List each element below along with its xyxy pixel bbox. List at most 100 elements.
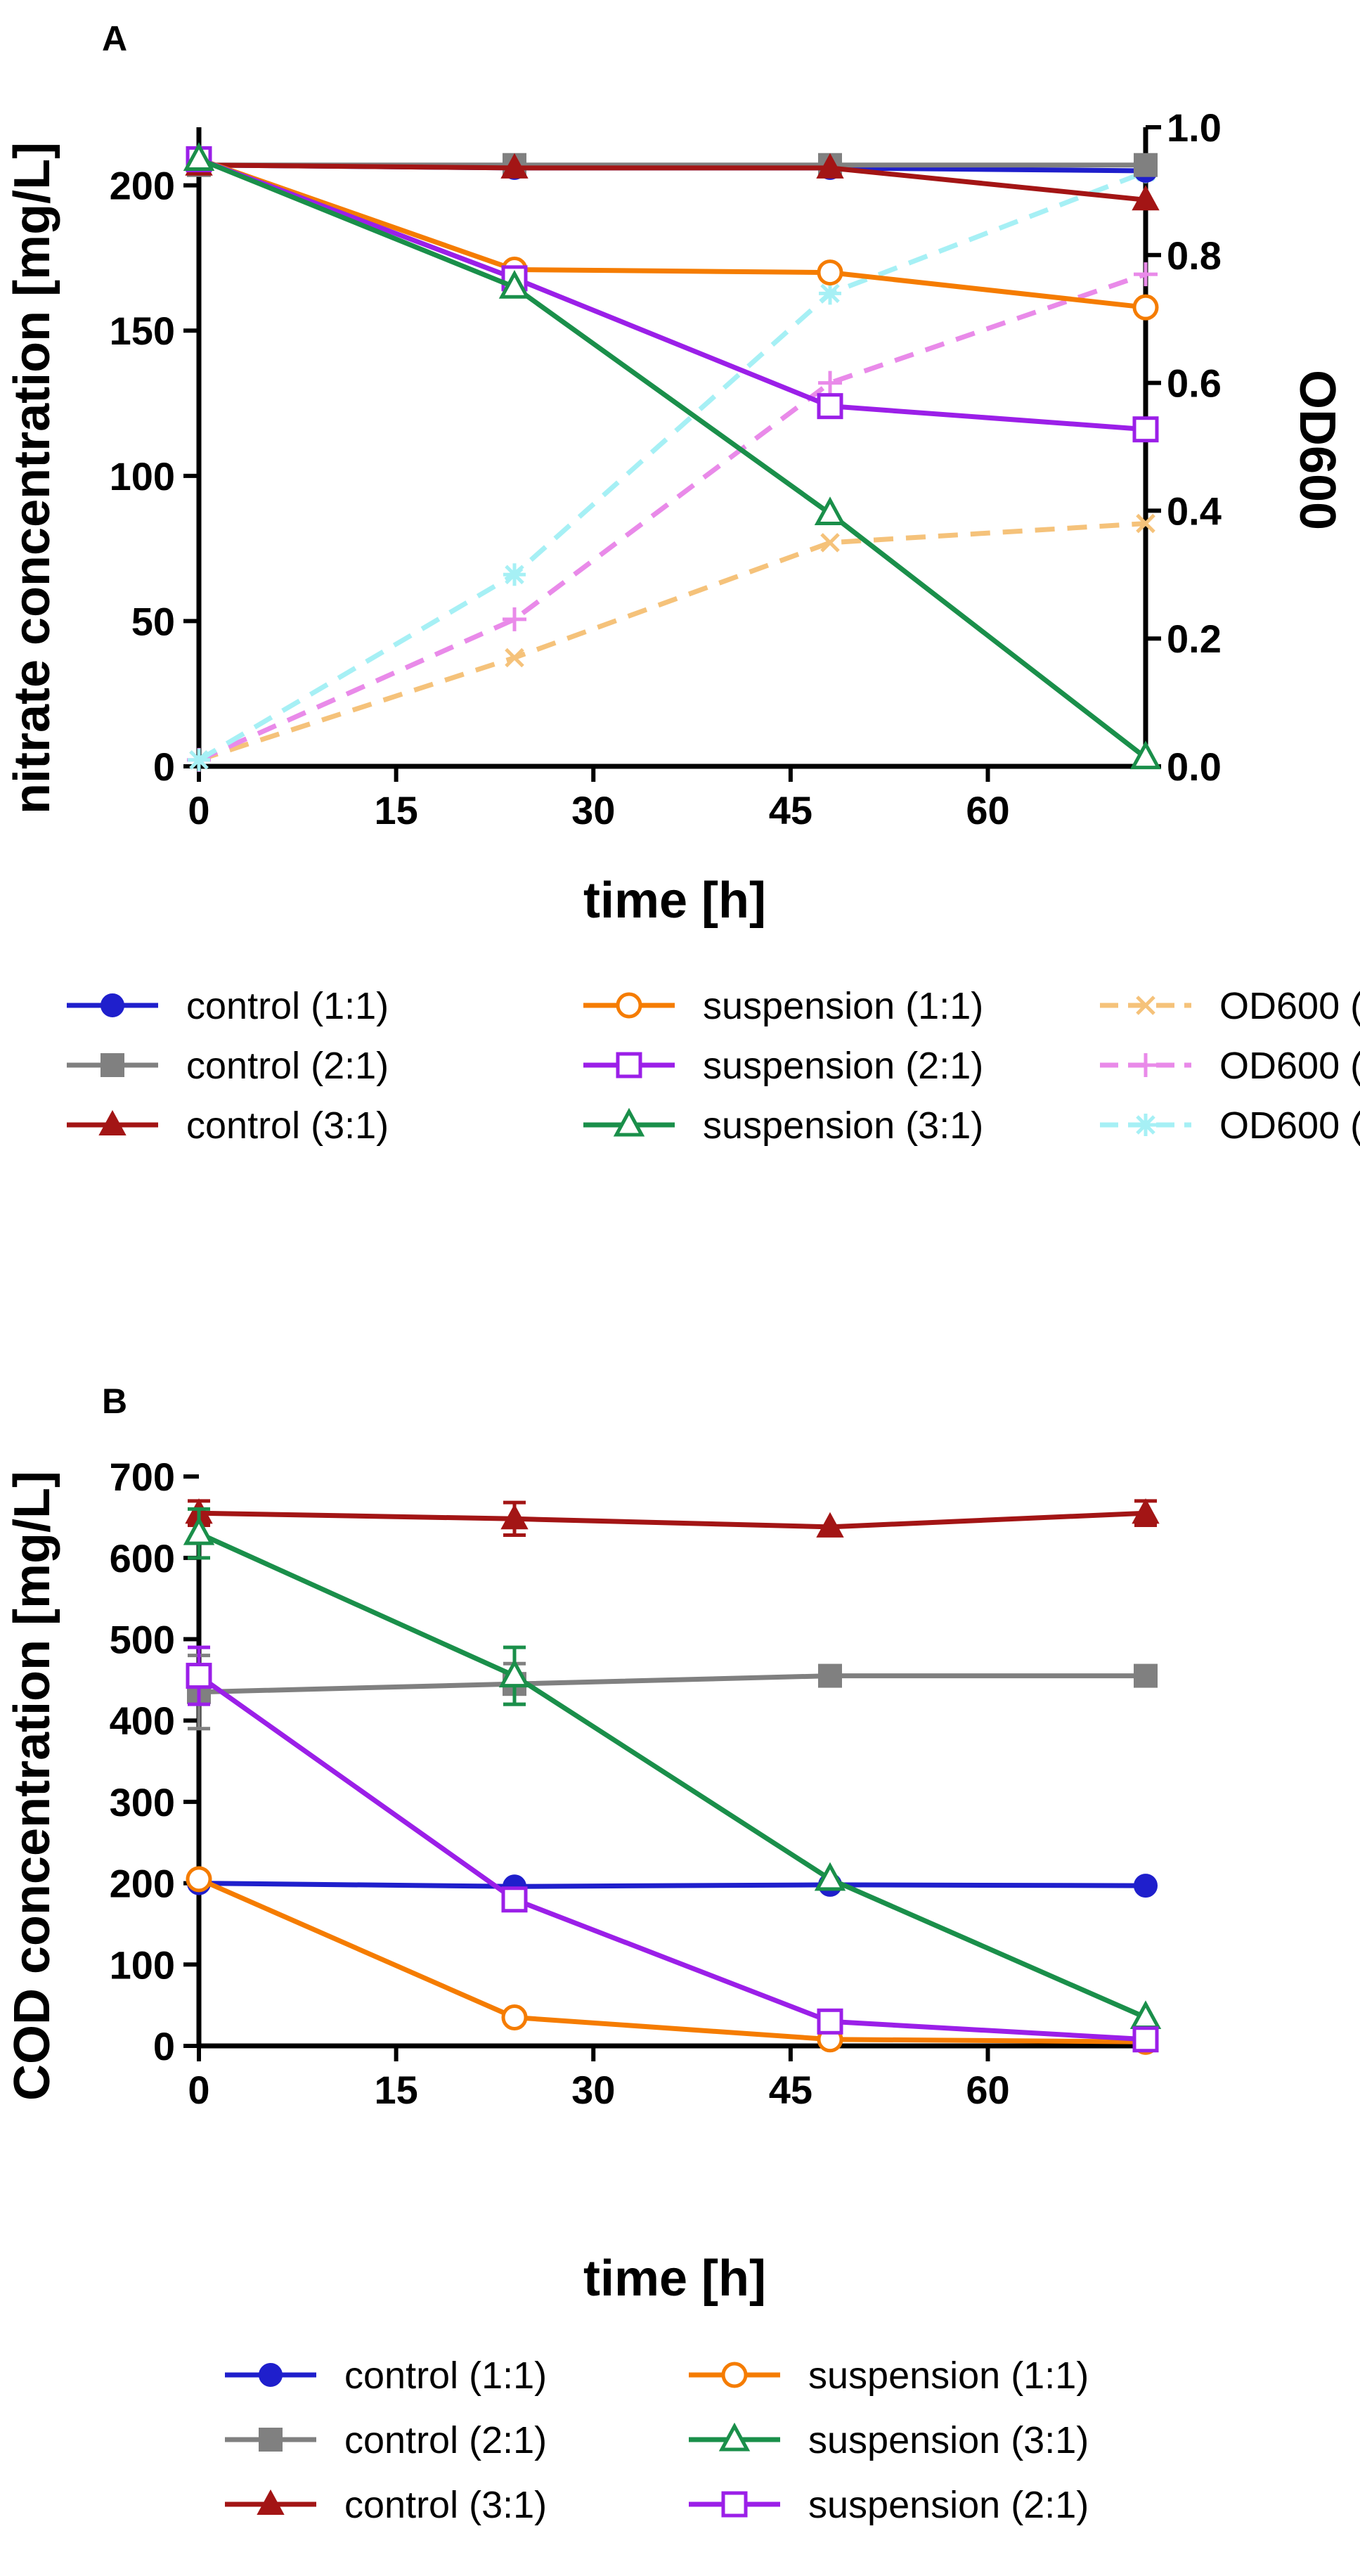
data-point <box>498 270 531 299</box>
legend-item-control-3-1: control (3:1) <box>67 1105 389 1147</box>
series-line <box>197 1673 1146 2042</box>
panel-b-ylabel: COD concentration [mg/L] <box>4 1471 60 2101</box>
series-line <box>197 157 1146 310</box>
x-tick-label: 0 <box>188 788 209 832</box>
panel-b-legend: control (1:1) control (2:1) control (3:1) s… <box>225 2355 1089 2526</box>
series-line <box>197 169 1147 762</box>
data-point <box>817 393 843 420</box>
y-tick-right-label: 0.2 <box>1167 617 1222 661</box>
data-point <box>1134 1874 1158 1898</box>
legend-label: OD600 (1:1) <box>1219 985 1360 1027</box>
series-suspension-1-1 <box>186 146 1159 321</box>
y-tick-right-label: 0.8 <box>1167 233 1222 278</box>
panel-a-label: A <box>102 19 127 58</box>
series-line <box>198 162 1146 202</box>
data-point <box>505 648 524 668</box>
x-tick-label: 45 <box>769 788 812 832</box>
y-tick-right-label: 0.4 <box>1167 489 1222 533</box>
legend-item-control-2-1: control (2:1) <box>225 2419 547 2461</box>
data-point <box>503 607 526 631</box>
legend-marker <box>718 2422 751 2452</box>
y-tick-label: 0 <box>153 2024 175 2068</box>
legend-label: control (2:1) <box>186 1045 389 1087</box>
legend-marker <box>613 1107 645 1137</box>
x-tick-label: 15 <box>374 788 417 832</box>
data-point <box>1132 294 1159 321</box>
data-point <box>814 496 846 526</box>
data-point <box>501 2004 528 2031</box>
data-point <box>816 1512 844 1538</box>
series-od600-3-1 <box>188 160 1157 771</box>
data-point <box>188 748 210 771</box>
legend-marker <box>1134 1114 1157 1136</box>
data-point <box>1134 262 1158 287</box>
legend-marker <box>259 2428 283 2452</box>
series-line <box>197 1876 1146 2044</box>
series-od600-1-1 <box>189 513 1155 770</box>
data-point <box>1136 513 1155 534</box>
y-tick-label: 400 <box>110 1699 175 1743</box>
data-point <box>820 533 840 553</box>
data-point <box>817 2008 843 2035</box>
series-line <box>198 1673 1146 1695</box>
legend-label: suspension (3:1) <box>703 1105 983 1147</box>
legend-label: control (1:1) <box>344 2355 547 2397</box>
y-tick-right-label: 1.0 <box>1167 105 1222 150</box>
y-tick-right-label: 0.0 <box>1167 745 1222 789</box>
data-point <box>817 259 843 286</box>
series-line <box>197 157 1148 760</box>
series-suspension-3-1 <box>183 142 1162 770</box>
data-point <box>1134 1663 1158 1688</box>
y-tick-label: 200 <box>110 1862 175 1906</box>
legend-item-suspension-3-1: suspension (3:1) <box>689 2419 1089 2461</box>
y-tick-label: 150 <box>110 309 175 353</box>
legend-label: suspension (2:1) <box>808 2484 1089 2526</box>
y-tick-label: 300 <box>110 1780 175 1824</box>
legend-marker <box>101 993 124 1017</box>
y-tick-label: 600 <box>110 1536 175 1580</box>
data-point <box>500 153 529 179</box>
legend-item-suspension-2-1: suspension (2:1) <box>583 1045 983 1087</box>
y-tick-label: 100 <box>110 1943 175 1987</box>
data-point <box>501 1886 528 1913</box>
legend-item-control-2-1: control (2:1) <box>67 1045 389 1087</box>
data-point <box>1132 185 1160 211</box>
legend-label: OD600 (3:1) <box>1219 1105 1360 1147</box>
legend-marker <box>101 1053 124 1077</box>
data-point <box>1129 740 1162 770</box>
legend-label: suspension (1:1) <box>808 2355 1089 2397</box>
x-tick-label: 60 <box>966 2068 1009 2112</box>
legend-item-control-3-1: control (3:1) <box>225 2484 547 2526</box>
data-point <box>1132 2026 1159 2053</box>
series-line <box>197 157 1146 432</box>
legend-marker <box>616 992 642 1019</box>
legend-label: suspension (1:1) <box>703 985 983 1027</box>
panel-b-xlabel: time [h] <box>583 2250 766 2307</box>
x-tick-label: 30 <box>571 2068 615 2112</box>
legend-label: control (3:1) <box>344 2484 547 2526</box>
panel-b-chart: COD concentration [mg/L] time [h] 0 15 30 4… <box>4 1455 1162 2307</box>
series-control-2-1 <box>187 1654 1158 1731</box>
x-tick-label: 0 <box>188 2068 209 2112</box>
data-point <box>1132 1498 1160 1524</box>
panel-a-legend: control (1:1) control (2:1) control (3:1) s… <box>67 985 1360 1147</box>
series-line <box>198 1881 1146 1889</box>
legend-label: control (3:1) <box>186 1105 389 1147</box>
panel-a-ylabel-right: OD600 <box>1289 370 1345 530</box>
legend-item-suspension-1-1: suspension (1:1) <box>583 985 983 1027</box>
y-tick-label: 0 <box>153 745 175 789</box>
legend-marker <box>259 2363 283 2387</box>
data-point <box>500 1504 529 1530</box>
y-tick-label: 700 <box>110 1455 175 1499</box>
series-suspension-2-1 <box>186 1645 1159 2053</box>
data-point <box>503 563 526 586</box>
series-od600-2-1 <box>187 262 1158 772</box>
y-tick-label: 500 <box>110 1618 175 1662</box>
legend-item-od600-1-1: OD600 (1:1) <box>1100 985 1360 1027</box>
legend-item-control-1-1: control (1:1) <box>225 2355 547 2397</box>
data-point <box>186 1866 212 1893</box>
legend-item-control-1-1: control (1:1) <box>67 985 389 1027</box>
legend-item-suspension-2-1: suspension (2:1) <box>689 2484 1089 2526</box>
y-tick-label: 50 <box>131 599 175 643</box>
